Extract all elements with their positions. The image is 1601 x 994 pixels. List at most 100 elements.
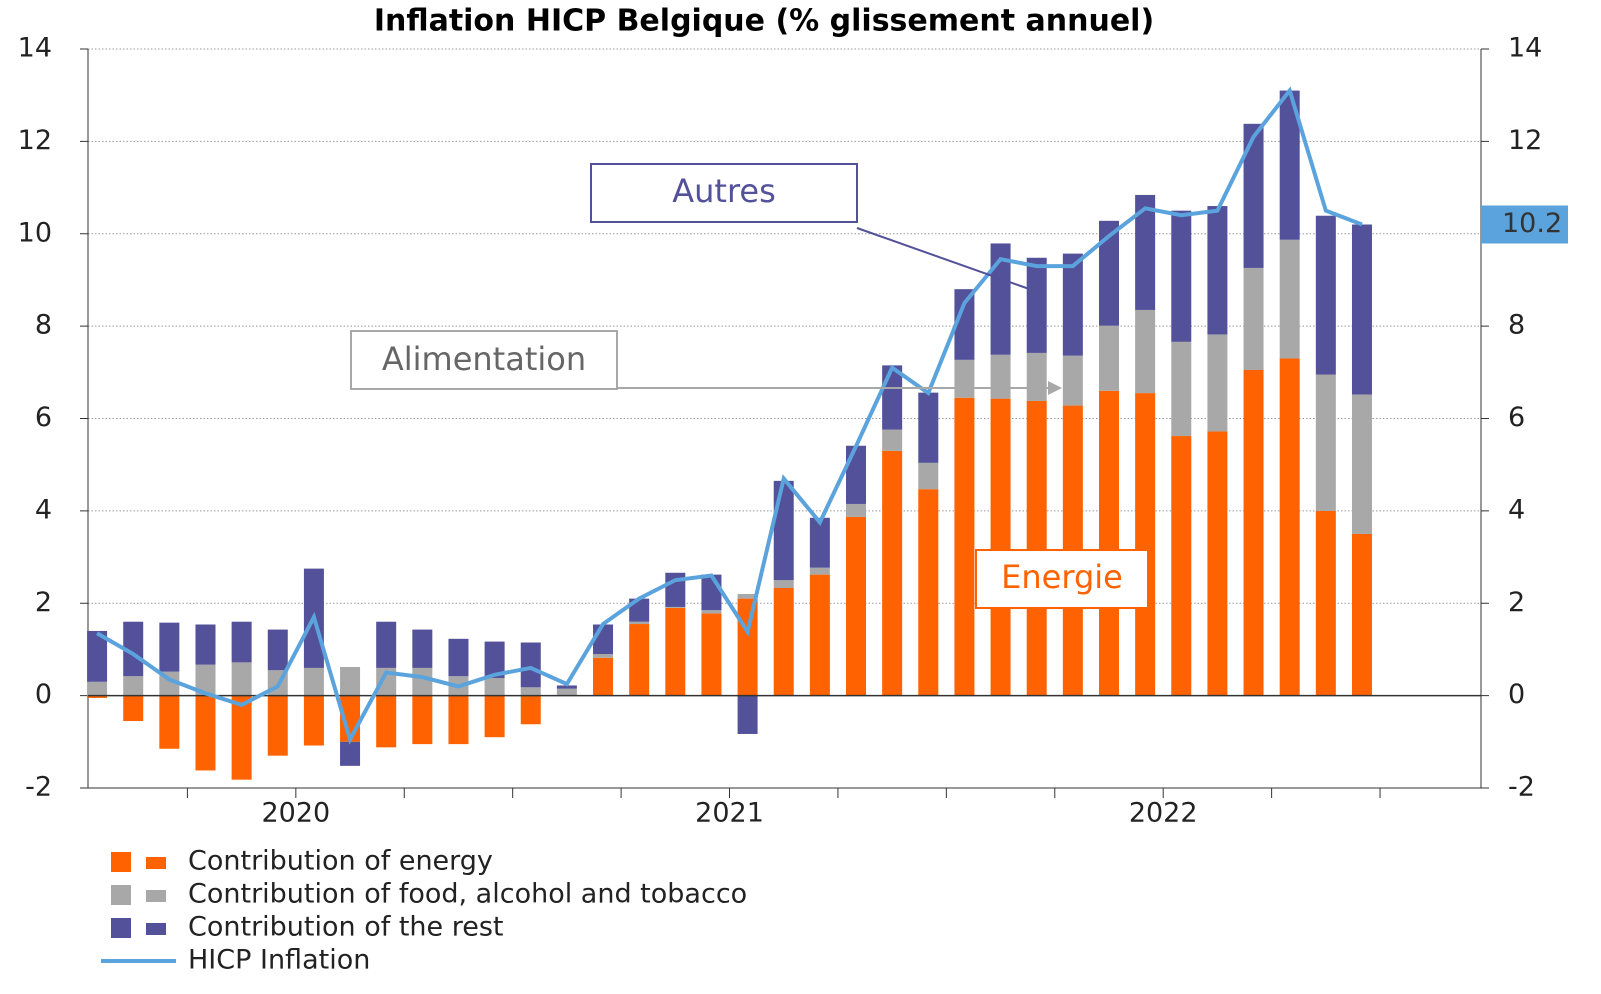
bar bbox=[773, 480, 794, 581]
bar bbox=[846, 516, 867, 696]
bar bbox=[954, 359, 975, 398]
y2-tick-label: 8 bbox=[1508, 310, 1525, 341]
bar bbox=[123, 621, 144, 677]
bar bbox=[195, 695, 216, 771]
y2-tick-label: 0 bbox=[1508, 679, 1525, 710]
bar bbox=[954, 397, 975, 696]
bar bbox=[1243, 267, 1264, 371]
bar bbox=[1171, 210, 1192, 342]
y-tick-label: 0 bbox=[35, 679, 52, 710]
bar bbox=[1062, 253, 1083, 356]
bar bbox=[809, 517, 830, 568]
bar bbox=[918, 462, 939, 490]
bar bbox=[267, 695, 288, 756]
bar bbox=[737, 598, 758, 696]
bar bbox=[1135, 393, 1156, 696]
x-year-label: 2022 bbox=[1129, 798, 1198, 829]
bar bbox=[1026, 400, 1047, 696]
y-tick-label: 8 bbox=[35, 310, 52, 341]
annotation-box bbox=[350, 330, 618, 390]
bar bbox=[1207, 334, 1228, 432]
bar bbox=[773, 580, 794, 589]
bar bbox=[882, 429, 903, 451]
bar bbox=[448, 638, 469, 677]
bar bbox=[665, 607, 686, 696]
bar bbox=[1279, 90, 1300, 240]
x-year-label: 2021 bbox=[695, 798, 764, 829]
bar bbox=[701, 574, 722, 611]
annotation-arrowhead bbox=[1048, 381, 1062, 395]
y-tick-label: 6 bbox=[35, 402, 52, 433]
bar bbox=[195, 624, 216, 665]
legend-swatch bbox=[111, 885, 131, 905]
bar bbox=[918, 392, 939, 463]
bar bbox=[1098, 390, 1119, 696]
annotation-autres: Autres bbox=[590, 163, 1033, 291]
bar bbox=[1351, 533, 1372, 696]
bar bbox=[1026, 257, 1047, 353]
legend-swatch bbox=[146, 857, 166, 869]
bar bbox=[737, 594, 758, 599]
legend-label: Contribution of food, alcohol and tobacc… bbox=[188, 879, 747, 910]
bar bbox=[809, 574, 830, 696]
chart-title: Inflation HICP Belgique (% glissement an… bbox=[374, 4, 1154, 39]
y-tick-label: 14 bbox=[18, 33, 52, 64]
bar bbox=[882, 450, 903, 696]
bar bbox=[1243, 370, 1264, 696]
bar bbox=[231, 662, 252, 696]
bar bbox=[87, 630, 108, 682]
bar bbox=[484, 695, 505, 738]
legend-swatch bbox=[111, 852, 131, 872]
legend-label: HICP Inflation bbox=[188, 945, 370, 976]
legend-label: Contribution of energy bbox=[188, 846, 493, 877]
end-label: 10.2 bbox=[1502, 208, 1562, 239]
bar bbox=[412, 695, 433, 745]
y2-tick-label: 6 bbox=[1508, 402, 1525, 433]
bar bbox=[87, 695, 108, 698]
y-tick-label: 4 bbox=[35, 494, 52, 525]
bar bbox=[376, 695, 397, 748]
bar bbox=[123, 676, 144, 696]
y2-tick-label: 2 bbox=[1508, 587, 1525, 618]
bar bbox=[159, 695, 180, 749]
annotation-text: Autres bbox=[672, 172, 776, 210]
bar bbox=[1026, 352, 1047, 401]
bar bbox=[267, 629, 288, 671]
annotation-alimentation: Alimentation bbox=[350, 330, 1062, 395]
bar bbox=[1279, 239, 1300, 359]
legend-swatch bbox=[146, 890, 166, 902]
y2-tick-label: 14 bbox=[1508, 33, 1542, 64]
bar bbox=[1207, 206, 1228, 335]
bar bbox=[448, 695, 469, 745]
bar bbox=[809, 567, 830, 575]
bar bbox=[846, 445, 867, 504]
bar bbox=[1315, 374, 1336, 511]
bar bbox=[1135, 309, 1156, 394]
y-tick-label: 10 bbox=[18, 217, 52, 248]
bar bbox=[1315, 215, 1336, 375]
bar bbox=[231, 621, 252, 663]
bar bbox=[520, 642, 541, 688]
bar bbox=[340, 741, 361, 766]
bar bbox=[123, 695, 144, 722]
bar bbox=[1062, 355, 1083, 406]
bar bbox=[484, 678, 505, 696]
y-tick-label: -2 bbox=[25, 772, 52, 803]
bar bbox=[231, 695, 252, 780]
bar bbox=[556, 688, 577, 696]
bar bbox=[556, 685, 577, 689]
bar bbox=[1171, 436, 1192, 696]
bar bbox=[159, 622, 180, 672]
bar bbox=[1171, 341, 1192, 437]
x-year-label: 2020 bbox=[261, 798, 330, 829]
legend-swatch bbox=[111, 918, 131, 938]
bar bbox=[1135, 194, 1156, 310]
bar bbox=[773, 588, 794, 696]
end-label-box bbox=[1481, 205, 1568, 244]
bar bbox=[87, 681, 108, 696]
bar bbox=[701, 613, 722, 696]
annotation-box bbox=[590, 163, 858, 223]
bar bbox=[990, 354, 1011, 399]
y2-tick-label: 4 bbox=[1508, 494, 1525, 525]
bar bbox=[195, 664, 216, 696]
